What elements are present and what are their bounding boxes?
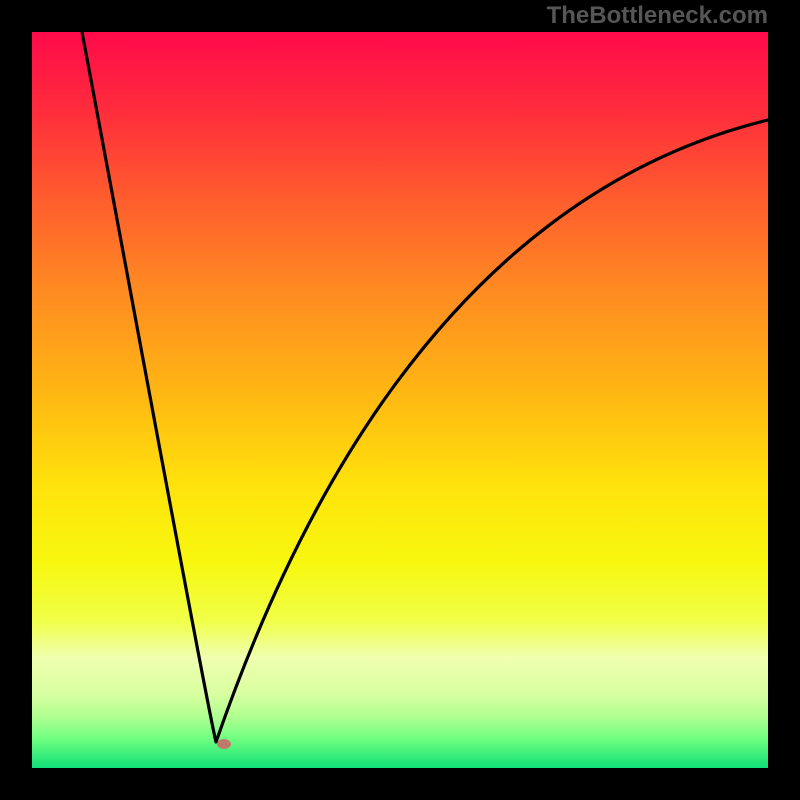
min-point-marker <box>217 739 231 749</box>
watermark-text: TheBottleneck.com <box>547 2 768 30</box>
outer-border <box>0 0 800 800</box>
curve-layer <box>0 0 800 800</box>
bottleneck-curve <box>82 32 768 742</box>
plot-background <box>32 32 768 768</box>
bottleneck-chart: TheBottleneck.com <box>0 0 800 800</box>
